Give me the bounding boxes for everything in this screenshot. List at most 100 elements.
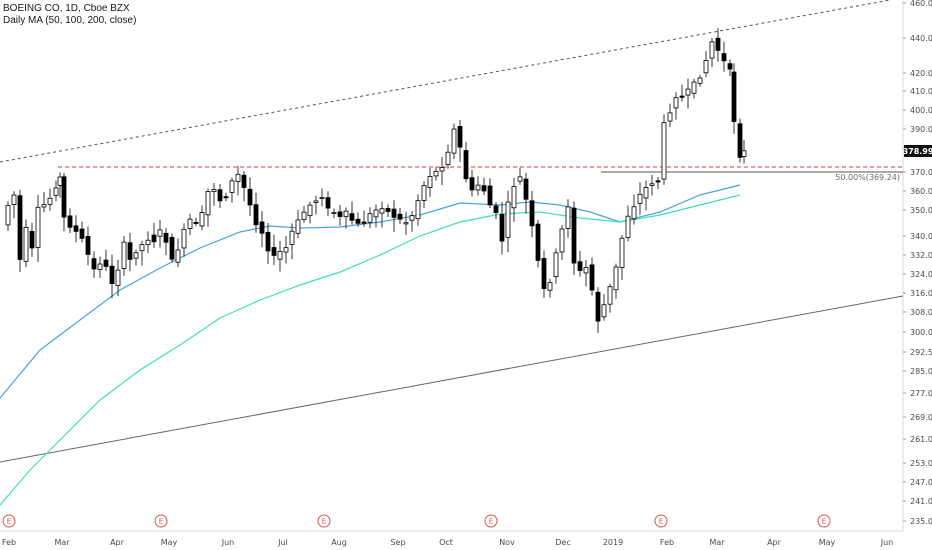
candle-body [619, 237, 625, 268]
candle [439, 156, 445, 186]
candle-body [637, 193, 643, 204]
candle [73, 215, 79, 243]
chart-legend: BOEING CO, 1D, Cboe BZX Daily MA (50, 10… [3, 3, 136, 27]
candle [385, 204, 391, 217]
last-price-bg [904, 145, 932, 157]
candle [637, 182, 643, 215]
y-tick-label: 247.00 [910, 478, 932, 487]
candle-body [211, 189, 217, 193]
candle [199, 205, 205, 231]
y-tick-label: 390.00 [910, 125, 932, 134]
candle-body [109, 265, 115, 284]
candle-body [391, 208, 397, 218]
candle-body [145, 239, 151, 246]
candle-body [67, 215, 73, 228]
candle-body [265, 231, 271, 252]
candle-body [11, 194, 17, 205]
candle-body [57, 176, 63, 186]
candle [511, 177, 517, 222]
candle-body [5, 204, 11, 226]
candle-body [103, 259, 109, 267]
x-tick-label: May [819, 538, 836, 547]
candle [607, 283, 613, 313]
earnings-marker[interactable]: E [654, 514, 668, 528]
candle-body [547, 282, 553, 291]
candle [41, 192, 47, 213]
candle [241, 171, 247, 202]
candle-body [673, 97, 679, 109]
candle [679, 84, 685, 102]
y-tick-label: 316.00 [910, 289, 932, 298]
x-tick-label: Apr [110, 538, 125, 547]
candle-body [415, 200, 421, 220]
candle-body [403, 222, 409, 225]
candle-body [97, 263, 103, 270]
candle-body [667, 112, 673, 122]
candle [337, 204, 343, 226]
candle [493, 202, 499, 220]
candle-body [715, 37, 721, 51]
candle-body [241, 174, 247, 188]
candle [17, 189, 23, 272]
candle-body [29, 230, 35, 249]
candle-body [235, 173, 241, 182]
earnings-marker[interactable]: E [817, 514, 831, 528]
candle-body [343, 210, 349, 218]
candle [319, 188, 325, 207]
candle [139, 240, 145, 266]
candle-body [277, 250, 283, 260]
candle-body [499, 214, 505, 242]
candle-body [307, 204, 313, 217]
candle [169, 233, 175, 263]
candle [181, 223, 187, 257]
candle [613, 263, 619, 299]
candle [11, 191, 17, 219]
candle [685, 78, 691, 109]
candle [265, 223, 271, 264]
y-tick-label: 340.00 [910, 232, 932, 241]
candle-body [91, 258, 97, 270]
y-tick-label: 300.00 [910, 328, 932, 337]
x-tick-label: Jun [221, 538, 235, 547]
candle-body [487, 185, 493, 206]
candle-body [421, 185, 427, 201]
earnings-marker[interactable]: E [154, 514, 168, 528]
candle-body [23, 227, 29, 262]
earnings-marker[interactable]: E [317, 514, 331, 528]
x-tick-label: Jul [277, 538, 288, 547]
candle-body [205, 191, 211, 216]
candle [709, 37, 715, 67]
x-tick-label: Jun [880, 538, 894, 547]
candle-body [737, 123, 743, 158]
candle-body [41, 204, 47, 208]
candle [103, 249, 109, 272]
x-tick-label: Apr [767, 538, 782, 547]
candle-body [337, 211, 343, 217]
candle [151, 223, 157, 248]
candle-body [157, 229, 163, 237]
candle-body [313, 200, 319, 203]
earnings-marker[interactable]: E [2, 514, 16, 528]
x-tick-label: 2019 [603, 538, 623, 547]
candle-body [727, 63, 733, 70]
candle [595, 287, 601, 333]
candle [133, 249, 139, 266]
candle-body [397, 213, 403, 220]
candle [53, 180, 59, 202]
candle-body [481, 185, 487, 192]
earnings-circle [484, 514, 498, 528]
candle-body [379, 208, 385, 214]
candle [97, 256, 103, 278]
candle [559, 224, 565, 260]
candle [109, 254, 115, 299]
candle [421, 181, 427, 209]
candle [517, 167, 523, 185]
candle [499, 201, 505, 255]
earnings-marker[interactable]: E [484, 514, 498, 528]
y-tick-label: 332.00 [910, 251, 932, 260]
candle [259, 211, 265, 248]
candle [343, 207, 349, 229]
